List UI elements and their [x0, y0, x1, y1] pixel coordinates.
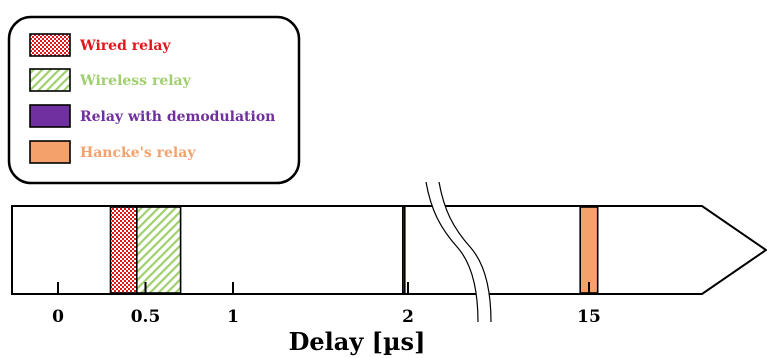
legend-item-relay-with-demodulation: Relay with demodulation: [29, 104, 275, 128]
delay-bar-wireless-relay: [136, 206, 182, 294]
axis-ticks: 0 0.5 1 2 15: [52, 282, 601, 327]
legend-label-relay-with-demodulation: Relay with demodulation: [80, 109, 275, 125]
legend-item-wireless-relay: Wireless relay: [29, 68, 192, 92]
legend-item-hanckes-relay: Hancke's relay: [29, 140, 196, 164]
timeline-arrow: [11, 205, 767, 295]
legend-swatch-hanckes-relay: [29, 140, 71, 164]
legend-label-hanckes-relay: Hancke's relay: [80, 145, 196, 161]
delay-bars: [109, 206, 599, 294]
legend-label-wireless-relay: Wireless relay: [79, 73, 192, 89]
delay-bar-hanckes-relay: [579, 206, 599, 294]
delay-bar-wired-relay: [109, 206, 138, 294]
tick-label: 15: [577, 307, 601, 327]
legend: Wired relay Wireless relay Relay with de…: [7, 15, 301, 185]
legend-swatch-relay-with-demodulation: [29, 104, 71, 128]
axis-break-gap: [426, 182, 491, 322]
tick-label: 0: [52, 307, 64, 327]
tick-label: 0.5: [131, 307, 161, 327]
axis-break-line-right: [438, 181, 492, 323]
axis-break: [425, 181, 492, 323]
axis-break-line-left: [425, 181, 479, 323]
tick-label: 1: [227, 307, 239, 327]
axis-title: Delay [µs]: [289, 327, 426, 356]
legend-item-wired-relay: Wired relay: [29, 33, 171, 57]
legend-frame: [7, 15, 301, 185]
tick-label: 2: [402, 307, 414, 327]
legend-label-wired-relay: Wired relay: [79, 38, 171, 54]
legend-swatch-wired-relay: [29, 33, 71, 57]
delay-bar-relay-with-demodulation: [401, 206, 406, 294]
legend-swatch-wireless-relay: [29, 68, 71, 92]
